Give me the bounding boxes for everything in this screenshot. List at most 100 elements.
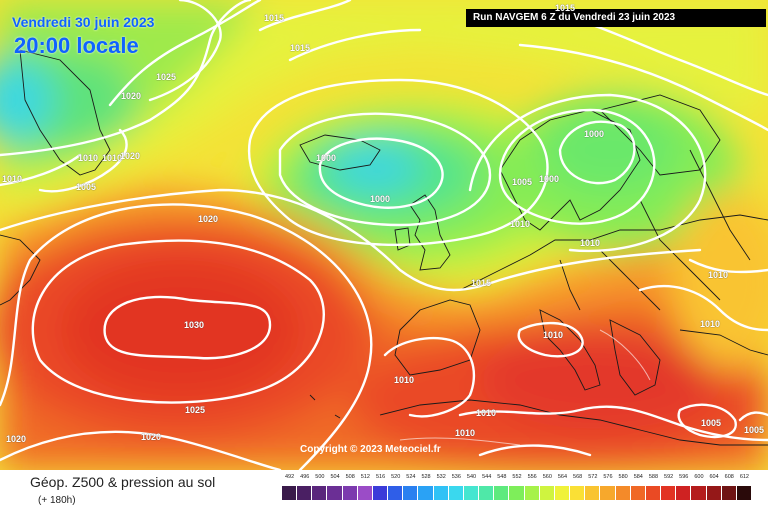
geopotential-map xyxy=(0,0,768,470)
isobar-lines xyxy=(0,0,768,470)
legend-value: 556 xyxy=(527,474,537,480)
coastlines xyxy=(0,49,768,446)
isobar-label: 1010 xyxy=(707,270,729,280)
isobar-label: 1010 xyxy=(509,219,531,229)
legend-value: 544 xyxy=(482,474,492,480)
legend-value: 560 xyxy=(542,474,552,480)
legend-swatch xyxy=(282,486,298,500)
legend-value: 600 xyxy=(694,474,704,480)
isobar-label: 1025 xyxy=(155,72,177,82)
legend-swatch xyxy=(630,486,646,500)
legend-swatch xyxy=(645,486,662,500)
legend-value: 604 xyxy=(709,474,719,480)
legend-swatch xyxy=(372,486,389,500)
legend-value: 572 xyxy=(588,474,598,480)
isobar-label: 1005 xyxy=(700,418,722,428)
legend-swatch xyxy=(463,486,480,500)
legend-swatch xyxy=(433,486,449,500)
forecast-date: Vendredi 30 juin 2023 xyxy=(12,14,155,30)
isobar-label: 1010 xyxy=(393,375,415,385)
legend-swatch xyxy=(706,486,722,500)
isobar-label: 1005 xyxy=(743,425,765,435)
legend-value: 596 xyxy=(679,474,689,480)
isobar-label: 1000 xyxy=(315,153,337,163)
isobar-label: 1005 xyxy=(75,182,97,192)
model-run-label: Run NAVGEM 6 Z du Vendredi 23 juin 2023 xyxy=(466,9,766,27)
legend-swatch xyxy=(661,486,677,500)
isobar-label: 1025 xyxy=(184,405,206,415)
legend-swatch xyxy=(357,486,373,500)
isobar-label: 1010 xyxy=(475,408,497,418)
legend-value: 552 xyxy=(512,474,522,480)
legend-swatch xyxy=(479,486,495,500)
legend-swatch xyxy=(524,486,540,500)
isobar-label: 1000 xyxy=(369,194,391,204)
isobar-label: 1020 xyxy=(197,214,219,224)
legend-value: 564 xyxy=(557,474,568,480)
legend-value: 500 xyxy=(315,474,325,480)
weather-map: Vendredi 30 juin 2023 20:00 locale Run N… xyxy=(0,0,768,470)
isobar-label: 1015 xyxy=(470,278,492,288)
legend-swatch xyxy=(448,486,464,500)
legend-swatch xyxy=(585,486,601,500)
isobar-label: 1005 xyxy=(511,177,533,187)
legend-swatch xyxy=(736,486,752,500)
legend-swatch xyxy=(509,486,525,500)
isobar-label: 1000 xyxy=(583,129,605,139)
copyright-notice: Copyright © 2023 Meteociel.fr xyxy=(300,444,441,455)
isobar-label: 1020 xyxy=(140,432,162,442)
isobar-label: 1010 xyxy=(454,428,476,438)
legend-value: 592 xyxy=(664,474,674,480)
legend-swatch xyxy=(312,486,328,500)
legend-swatch xyxy=(403,486,419,500)
legend-value: 512 xyxy=(360,474,370,480)
secondary-isolines xyxy=(399,329,651,446)
isobar-label: 1010 xyxy=(101,153,123,163)
legend-value: 588 xyxy=(648,474,659,480)
map-footer: Géop. Z500 & pression au sol (+ 180h) 49… xyxy=(0,470,768,512)
color-legend: 492 496 500 504 508 512 516 520 524 528 532 536 540 5… xyxy=(282,474,752,506)
legend-value: 504 xyxy=(330,474,340,480)
legend-swatch xyxy=(327,486,343,500)
legend-swatch xyxy=(721,486,737,500)
legend-swatch xyxy=(691,486,707,500)
legend-swatch xyxy=(676,486,692,500)
isobar-label: 1010 xyxy=(77,153,99,163)
isobar-label: 1010 xyxy=(699,319,721,329)
legend-value: 524 xyxy=(406,474,416,480)
legend-swatch xyxy=(418,486,434,500)
legend-value: 584 xyxy=(633,474,643,480)
legend-swatch xyxy=(570,486,586,500)
legend-swatch xyxy=(600,486,616,500)
isobar-label: 1020 xyxy=(120,91,142,101)
legend-swatch xyxy=(388,486,404,500)
isobar-label: 1030 xyxy=(183,320,205,330)
isobar-label: 1015 xyxy=(263,13,285,23)
isobar-label: 1010 xyxy=(542,330,564,340)
isobar-label: 1015 xyxy=(289,43,311,53)
isobar-label: 1015 xyxy=(554,3,576,13)
isobar-label: 1010 xyxy=(579,238,601,248)
isobar-label: 1010 xyxy=(1,174,23,184)
legend-value: 516 xyxy=(375,474,386,480)
legend-value: 532 xyxy=(436,474,446,480)
legend-value: 528 xyxy=(421,474,431,480)
forecast-time: 20:00 locale xyxy=(14,33,139,58)
legend-value: 608 xyxy=(724,474,734,480)
isobar-label: 1000 xyxy=(538,174,560,184)
legend-swatch xyxy=(554,486,571,500)
legend-swatch xyxy=(615,486,631,500)
legend-value: 576 xyxy=(603,474,613,480)
legend-value: 508 xyxy=(345,474,355,480)
legend-swatch xyxy=(297,486,313,500)
legend-value: 580 xyxy=(618,474,628,480)
legend-value: 540 xyxy=(466,474,477,480)
legend-swatch xyxy=(342,486,358,500)
legend-value: 568 xyxy=(573,474,583,480)
forecast-lead-time: (+ 180h) xyxy=(38,495,76,506)
map-title: Géop. Z500 & pression au sol xyxy=(30,474,216,490)
isobar-label: 1020 xyxy=(119,151,141,161)
legend-value: 492 xyxy=(284,474,295,480)
legend-value: 536 xyxy=(451,474,461,480)
legend-value: 612 xyxy=(739,474,749,480)
